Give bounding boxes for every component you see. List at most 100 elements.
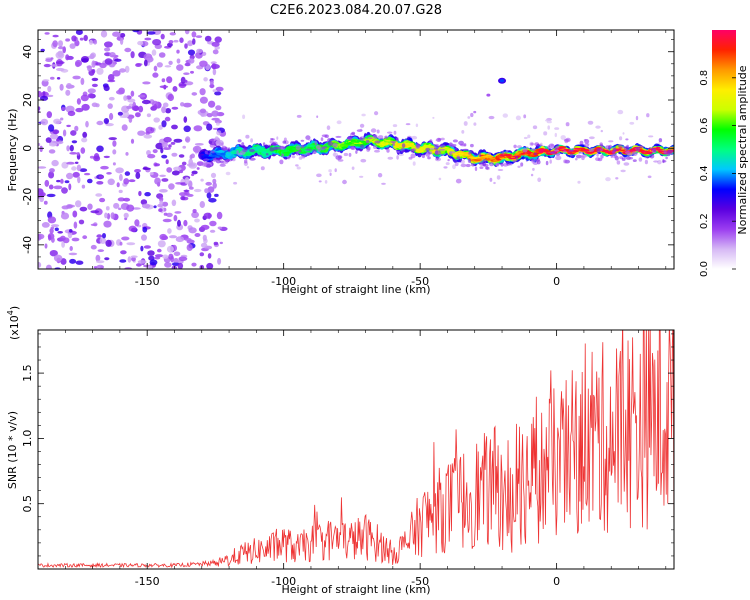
- noise-speckle: [65, 54, 70, 61]
- signal-track-patch: [586, 151, 595, 154]
- noise-speckle: [52, 34, 59, 38]
- noise-speckle: [127, 256, 132, 263]
- halo-speckle: [273, 146, 278, 151]
- noise-speckle: [180, 102, 185, 107]
- signal-track-patch: [280, 150, 288, 152]
- halo-speckle: [575, 154, 582, 159]
- halo-speckle: [482, 162, 487, 166]
- halo-speckle: [226, 158, 233, 162]
- noise-speckle: [192, 38, 196, 45]
- signal-track-patch: [642, 150, 648, 152]
- noise-speckle: [58, 40, 63, 47]
- halo-speckle: [649, 153, 655, 159]
- noise-speckle: [50, 226, 55, 230]
- halo-speckle: [221, 142, 224, 146]
- noise-speckle: [108, 137, 117, 141]
- noise-speckle: [171, 124, 178, 130]
- noise-speckle: [163, 212, 168, 216]
- noise-speckle: [545, 119, 549, 122]
- noise-speckle: [161, 178, 169, 182]
- signal-track-patch: [604, 150, 610, 152]
- noise-speckle: [65, 89, 71, 96]
- noise-speckle: [114, 58, 122, 62]
- noise-speckle: [62, 129, 67, 137]
- noise-speckle: [167, 42, 173, 48]
- noise-speckle: [488, 115, 495, 120]
- noise-speckle: [629, 121, 635, 125]
- y-tick-label: -20: [21, 188, 34, 206]
- noise-speckle: [79, 206, 88, 212]
- noise-speckle: [184, 43, 188, 49]
- noise-speckle: [158, 52, 166, 58]
- noise-speckle: [48, 184, 54, 190]
- noise-speckle: [153, 117, 160, 123]
- noise-speckle: [136, 263, 142, 267]
- noise-speckle: [200, 112, 205, 117]
- halo-speckle: [429, 147, 435, 150]
- noise-speckle: [209, 83, 215, 89]
- noise-speckle: [166, 212, 173, 218]
- signal-track-patch: [496, 158, 502, 161]
- noise-speckle: [61, 187, 68, 194]
- noise-speckle: [200, 224, 210, 230]
- noise-speckle: [260, 166, 265, 171]
- halo-speckle: [335, 135, 342, 138]
- noise-speckle: [204, 188, 209, 194]
- noise-speckle: [316, 173, 322, 178]
- signal-track-patch: [558, 147, 566, 149]
- halo-speckle: [596, 153, 599, 157]
- noise-speckle: [174, 211, 182, 214]
- noise-speckle: [103, 118, 110, 124]
- halo-speckle: [281, 153, 284, 158]
- halo-speckle: [437, 138, 442, 141]
- noise-speckle: [161, 201, 169, 207]
- noise-speckle: [42, 79, 50, 82]
- noise-speckle: [152, 72, 159, 78]
- halo-speckle: [237, 152, 243, 156]
- noise-speckle: [132, 30, 140, 33]
- noise-speckle: [61, 241, 65, 248]
- noise-speckle: [334, 168, 337, 173]
- halo-speckle: [359, 136, 366, 141]
- noise-speckle: [82, 235, 88, 240]
- halo-speckle: [545, 160, 549, 166]
- halo-speckle: [452, 139, 458, 143]
- halo-speckle: [501, 150, 505, 155]
- halo-speckle: [617, 144, 623, 148]
- signal-track-patch: [216, 150, 224, 153]
- colorbar-tick-label: 0.6: [699, 118, 710, 134]
- noise-speckle: [74, 125, 79, 132]
- halo-speckle: [614, 149, 617, 152]
- noise-speckle: [246, 166, 250, 169]
- noise-speckle: [183, 116, 188, 123]
- noise-speckle: [600, 129, 603, 133]
- noise-speckle: [47, 85, 52, 93]
- halo-speckle: [512, 159, 517, 163]
- x-tick-label: -50: [411, 275, 429, 288]
- halo-speckle: [547, 145, 551, 150]
- noise-speckle: [69, 43, 76, 49]
- noise-speckle: [132, 105, 140, 112]
- noise-speckle: [69, 258, 77, 264]
- noise-speckle: [120, 33, 126, 38]
- noise-speckle: [123, 95, 128, 101]
- halo-speckle: [465, 163, 471, 168]
- noise-speckle-layer: [38, 30, 674, 269]
- noise-speckle: [41, 222, 50, 228]
- noise-speckle: [96, 67, 104, 75]
- snr-scale-text: (x104): [6, 306, 21, 340]
- signal-track-patch: [199, 153, 205, 156]
- noise-speckle: [200, 178, 204, 182]
- noise-speckle: [167, 228, 172, 234]
- noise-speckle: [112, 162, 116, 166]
- halo-speckle: [237, 139, 242, 143]
- noise-speckle: [141, 99, 151, 105]
- noise-speckle: [163, 136, 172, 143]
- noise-speckle: [91, 77, 99, 82]
- noise-speckle: [213, 241, 219, 246]
- x-tick-label: 0: [553, 575, 560, 588]
- noise-speckle: [90, 223, 98, 226]
- noise-speckle: [124, 47, 132, 53]
- noise-speckle: [80, 94, 89, 102]
- noise-speckle: [159, 200, 164, 206]
